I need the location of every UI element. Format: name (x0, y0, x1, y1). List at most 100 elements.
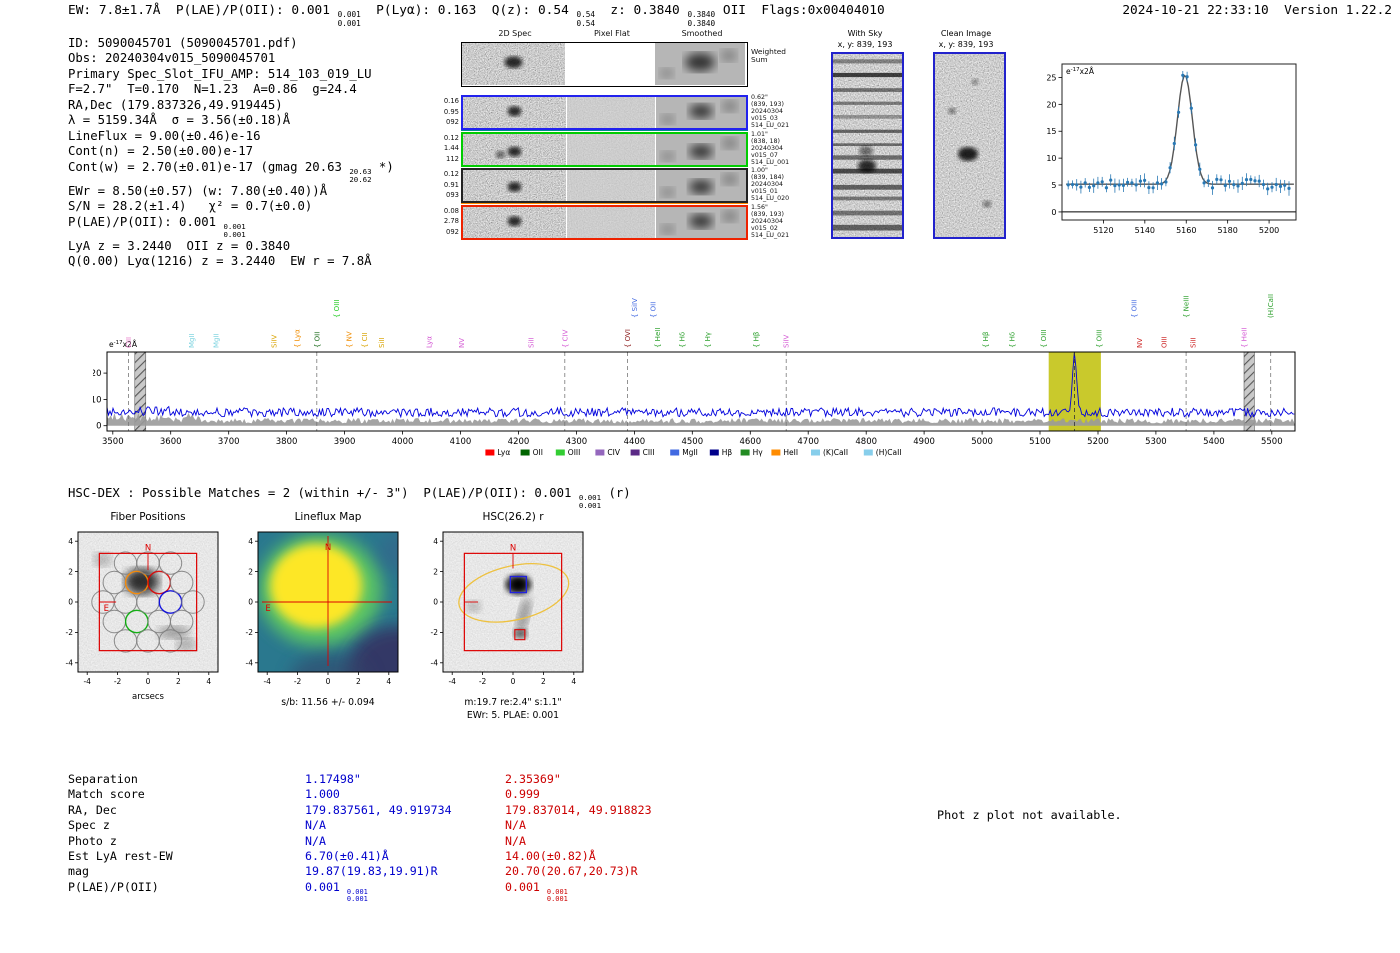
match-row-label: RA, Dec (68, 802, 117, 817)
svg-text:2: 2 (248, 567, 253, 576)
legend-swatch (630, 449, 640, 456)
svg-text:4: 4 (68, 537, 73, 546)
match-row-label: Est LyA rest-EW (68, 848, 173, 863)
cutout-xlabel: arcsecs (132, 692, 165, 702)
svg-text:4700: 4700 (797, 437, 819, 447)
legend-label: Hβ (722, 448, 733, 457)
svg-text:-4: -4 (431, 659, 439, 668)
weighted-sum-label: Weighted Sum (751, 47, 786, 65)
svg-text:5180: 5180 (1217, 226, 1237, 235)
legend-swatch (485, 449, 495, 456)
clean-title: Clean Image x, y: 839, 193 (938, 29, 994, 49)
linefit-unit-label: e-17x2Å (1066, 67, 1095, 76)
svg-text:0: 0 (68, 598, 73, 607)
legend-swatch (670, 449, 680, 456)
stacked-uncertainty: 0.001 0.001 (546, 887, 568, 904)
fiber-circle (158, 629, 183, 653)
hsc-matches-header: HSC-DEX : Possible Matches = 2 (within +… (68, 486, 631, 511)
match2-value: 20.70(20.67,20.73)R (505, 864, 638, 879)
match2-value: N/A (505, 833, 526, 848)
east-marker: E (104, 604, 109, 614)
spec2d-row-right-label: 1.56" (839, 193) 20240304 v015_02 514_LU_021 (751, 203, 790, 239)
spec2d-row-strip (461, 168, 748, 203)
gaussian-fit-curve (1066, 74, 1294, 185)
spectral-line-label: CIII (125, 337, 133, 348)
svg-text:20: 20 (93, 369, 102, 379)
stacked-uncertainty: 0.001 0.001 (346, 887, 368, 904)
match2-value: 0.001 0.001 0.001 (505, 879, 568, 904)
svg-text:4: 4 (571, 677, 576, 686)
info-line: Cont(n) = 2.50(±0.00)e-17 (68, 144, 254, 159)
svg-text:4800: 4800 (855, 437, 877, 447)
spectral-line-label: { CII (361, 332, 369, 348)
north-marker: N (325, 543, 331, 553)
svg-text:4400: 4400 (624, 437, 646, 447)
spectral-line-label: MgII (188, 333, 196, 348)
spectral-line-label: { Hβ (982, 332, 990, 348)
hsc-cutout-caption-2: EWr: 5. PLAE: 0.001 (466, 710, 560, 721)
info-line: Q(0.00) Lyα(1216) z = 3.2440 EW r = 7.8Å (68, 254, 372, 269)
spec2d-row-right-label: 1.01" (838, 18) 20240304 v015_07 514_LU_001 (751, 130, 790, 166)
match-table-row: Spec z N/A N/A (68, 818, 748, 833)
photz-note: Phot z plot not available. (937, 808, 1122, 822)
svg-text:0: 0 (433, 598, 438, 607)
spec2d-row-strip (461, 204, 748, 240)
svg-text:4300: 4300 (566, 437, 588, 447)
col-title-pixel-flat: Pixel Flat (594, 29, 630, 38)
linefit-chart: 5120 5140 5160 5180 5200 0 5 10 15 20 25 e-17x2Å (1046, 63, 1297, 235)
match2-value: 14.00(±0.82)Å (505, 848, 596, 863)
svg-text:-2: -2 (66, 628, 74, 637)
stacked-uncertainty: 20.63 20.62 (349, 166, 372, 184)
svg-text:-4: -4 (83, 677, 91, 686)
info-line: Cont(w) = 2.70(±0.01)e-17 (gmag 20.63 20… (68, 159, 394, 184)
masked-region (1243, 351, 1255, 432)
match1-value: N/A (305, 818, 326, 833)
legend-label: Lyα (497, 448, 510, 457)
col-title-2d-spec: 2D Spec (498, 29, 532, 38)
match-table-row: Photo z N/A N/A (68, 834, 748, 849)
legend-swatch (771, 449, 781, 456)
spectral-line-label: { NV (346, 331, 354, 348)
svg-text:4: 4 (248, 537, 253, 546)
spectral-line-label: SiII (1190, 337, 1198, 348)
fiber-circle (170, 609, 194, 634)
fiber-circle (181, 590, 205, 614)
match2-value: 179.837014, 49.918823 (505, 802, 652, 817)
legend-label: OII (533, 448, 543, 457)
info-line: ID: 5090045701 (5090045701.pdf) (68, 36, 298, 50)
stacked-uncertainty: 0.54 0.54 (576, 10, 595, 28)
spectral-line-label: NV (1136, 338, 1144, 348)
spectral-line-label: SiII (378, 337, 386, 348)
info-line: LyA z = 3.2440 OII z = 0.3840 (68, 238, 291, 253)
spec2d-row-left-label: 0.12 1.44 112 (443, 133, 459, 163)
svg-text:-4: -4 (66, 659, 74, 668)
spectral-line-label: { OVI (624, 329, 632, 348)
svg-text:4000: 4000 (392, 437, 414, 447)
svg-text:5100: 5100 (1029, 437, 1051, 447)
svg-text:4200: 4200 (508, 437, 530, 447)
match-row-label: Spec z (68, 818, 110, 833)
info-line: RA,Dec (179.837326,49.919445) (68, 97, 283, 112)
spectral-line-label: Lyα (426, 336, 434, 348)
match-table-row: RA, Dec 179.837561, 49.919734 179.837014, … (68, 803, 748, 818)
legend-swatch (595, 449, 605, 456)
spectral-line-label: MgII (212, 333, 220, 348)
match1-value: 19.87(19.83,19.91)R (305, 864, 438, 879)
match-table-row: P(LAE)/P(OII) 0.001 0.001 0.001 0.001 0.001… (68, 880, 748, 903)
spec2d-row-right-label: 0.62" (839, 193) 20240304 v015_03 514_LU_021 (751, 94, 790, 129)
spectral-line-label: SiIV (783, 335, 791, 348)
hsc-cutout-caption-1: m:19.7 re:2.4" s:1.1" (464, 697, 562, 708)
spectral-line-label: SiIV (270, 335, 278, 348)
match1-value: N/A (305, 833, 326, 848)
spectral-line-label: { Hδ (678, 332, 686, 348)
svg-text:-2: -2 (431, 628, 439, 637)
legend-label: HeII (783, 448, 798, 457)
spectral-line-label: { HeII (1241, 328, 1249, 348)
spec2d-row-right-label: 1.00" (839, 184) 20240304 v015_01 514_LU_020 (751, 167, 790, 202)
match2-value: 0.999 (505, 787, 540, 802)
spectral-line-label: { Hβ (753, 332, 761, 348)
match-row-label: mag (68, 864, 89, 879)
spectral-line-label: { Hγ (704, 332, 712, 348)
match1-value: 0.001 0.001 0.001 (305, 879, 368, 904)
svg-text:2: 2 (356, 677, 361, 686)
